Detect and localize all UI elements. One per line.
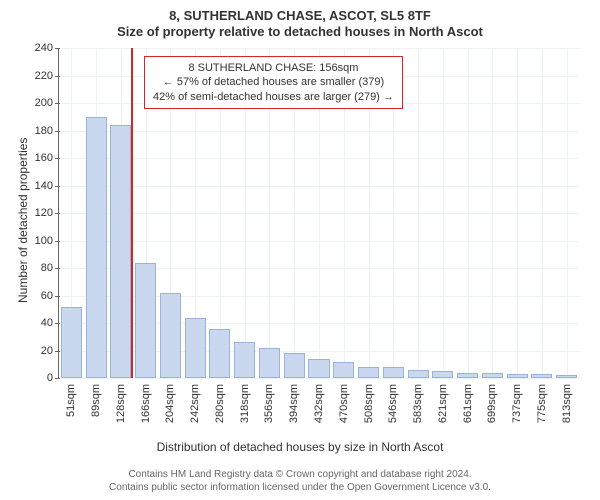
y-tick: 60 (41, 290, 59, 302)
y-tick: 40 (41, 317, 59, 329)
x-tick: 775sqm (536, 378, 548, 423)
annotation-line: 42% of semi-detached houses are larger (… (153, 90, 394, 104)
x-tick: 621sqm (437, 378, 449, 423)
footer-line1: Contains HM Land Registry data © Crown c… (0, 468, 600, 481)
x-tick: 470sqm (338, 378, 350, 423)
histogram-bar (432, 371, 453, 378)
x-tick: 356sqm (263, 378, 275, 423)
x-tick: 661sqm (462, 378, 474, 423)
x-axis-label: Distribution of detached houses by size … (0, 440, 600, 454)
x-tick: 583sqm (412, 378, 424, 423)
y-tick: 100 (35, 235, 59, 247)
x-tick: 699sqm (486, 378, 498, 423)
plot-area: 02040608010012014016018020022024051sqm89… (58, 48, 579, 379)
x-tick: 204sqm (164, 378, 176, 423)
footer-line2: Contains public sector information licen… (0, 481, 600, 494)
chart-title-line1: 8, SUTHERLAND CHASE, ASCOT, SL5 8TF (0, 8, 600, 23)
y-tick: 180 (35, 125, 59, 137)
y-tick: 240 (35, 42, 59, 54)
x-tick: 51sqm (65, 378, 77, 417)
x-tick: 394sqm (288, 378, 300, 423)
histogram-bar (61, 307, 82, 379)
annotation-line: 8 SUTHERLAND CHASE: 156sqm (153, 61, 394, 75)
annotation-line: ← 57% of detached houses are smaller (37… (153, 75, 394, 89)
histogram-bar (209, 329, 230, 379)
footer-attribution: Contains HM Land Registry data © Crown c… (0, 468, 600, 494)
x-tick: 166sqm (140, 378, 152, 423)
x-tick: 318sqm (239, 378, 251, 423)
histogram-bar (185, 318, 206, 379)
y-tick: 200 (35, 97, 59, 109)
y-tick: 140 (35, 180, 59, 192)
property-size-marker (131, 48, 133, 378)
y-tick: 20 (41, 345, 59, 357)
histogram-bar (308, 359, 329, 378)
histogram-bar (135, 263, 156, 379)
y-tick: 80 (41, 262, 59, 274)
histogram-bar (284, 353, 305, 378)
x-tick: 813sqm (561, 378, 573, 423)
x-tick: 128sqm (115, 378, 127, 423)
x-tick: 280sqm (214, 378, 226, 423)
histogram-bar (160, 293, 181, 378)
y-axis-label: Number of detached properties (16, 138, 30, 303)
histogram-bar (383, 367, 404, 378)
histogram-bar (333, 362, 354, 379)
histogram-bar (110, 125, 131, 378)
histogram-bar (259, 348, 280, 378)
x-tick: 432sqm (313, 378, 325, 423)
x-tick: 242sqm (189, 378, 201, 423)
y-tick: 160 (35, 152, 59, 164)
x-tick: 546sqm (387, 378, 399, 423)
x-tick: 89sqm (90, 378, 102, 417)
histogram-bar (358, 367, 379, 378)
y-tick: 0 (47, 372, 59, 384)
chart-container: 8, SUTHERLAND CHASE, ASCOT, SL5 8TF Size… (0, 0, 600, 500)
chart-title-line2: Size of property relative to detached ho… (0, 24, 600, 39)
x-tick: 737sqm (511, 378, 523, 423)
histogram-bar (408, 370, 429, 378)
histogram-bar (234, 342, 255, 378)
y-tick: 120 (35, 207, 59, 219)
x-tick: 508sqm (363, 378, 375, 423)
y-tick: 220 (35, 70, 59, 82)
histogram-bar (86, 117, 107, 378)
annotation-box: 8 SUTHERLAND CHASE: 156sqm← 57% of detac… (144, 56, 403, 109)
